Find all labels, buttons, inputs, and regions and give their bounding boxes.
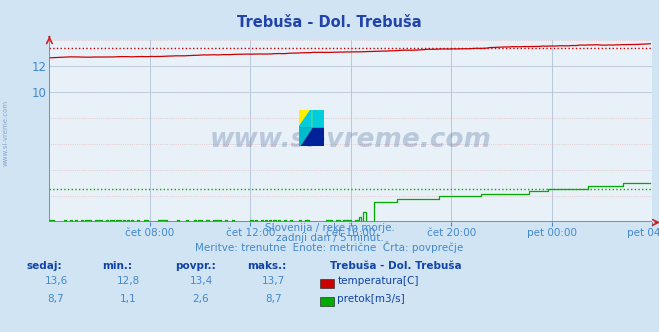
Text: 13,7: 13,7	[262, 276, 285, 286]
Text: 2,6: 2,6	[192, 294, 210, 304]
Bar	[299, 128, 311, 146]
Text: 13,6: 13,6	[44, 276, 68, 286]
Bar	[311, 128, 324, 146]
Text: www.si-vreme.com: www.si-vreme.com	[210, 127, 492, 153]
Text: Slovenija / reke in morje.: Slovenija / reke in morje.	[264, 223, 395, 233]
Bar	[299, 110, 311, 128]
Polygon shape	[299, 128, 311, 146]
Polygon shape	[299, 110, 311, 128]
Text: zadnji dan / 5 minut.: zadnji dan / 5 minut.	[275, 233, 384, 243]
Text: Meritve: trenutne  Enote: metrične  Črta: povprečje: Meritve: trenutne Enote: metrične Črta: …	[195, 241, 464, 253]
Text: Trebuša - Dol. Trebuša: Trebuša - Dol. Trebuša	[330, 261, 461, 271]
Text: 12,8: 12,8	[117, 276, 140, 286]
Text: sedaj:: sedaj:	[26, 261, 62, 271]
Text: 8,7: 8,7	[47, 294, 65, 304]
Polygon shape	[299, 110, 311, 128]
Polygon shape	[299, 128, 311, 146]
Text: 8,7: 8,7	[265, 294, 282, 304]
Text: min.:: min.:	[102, 261, 132, 271]
Text: temperatura[C]: temperatura[C]	[337, 276, 419, 286]
Text: 13,4: 13,4	[189, 276, 213, 286]
Text: Trebuša - Dol. Trebuša: Trebuša - Dol. Trebuša	[237, 15, 422, 30]
Text: www.si-vreme.com: www.si-vreme.com	[2, 100, 9, 166]
Text: povpr.:: povpr.:	[175, 261, 215, 271]
Text: 1,1: 1,1	[120, 294, 137, 304]
Text: pretok[m3/s]: pretok[m3/s]	[337, 294, 405, 304]
Text: maks.:: maks.:	[247, 261, 287, 271]
Bar	[311, 110, 324, 128]
